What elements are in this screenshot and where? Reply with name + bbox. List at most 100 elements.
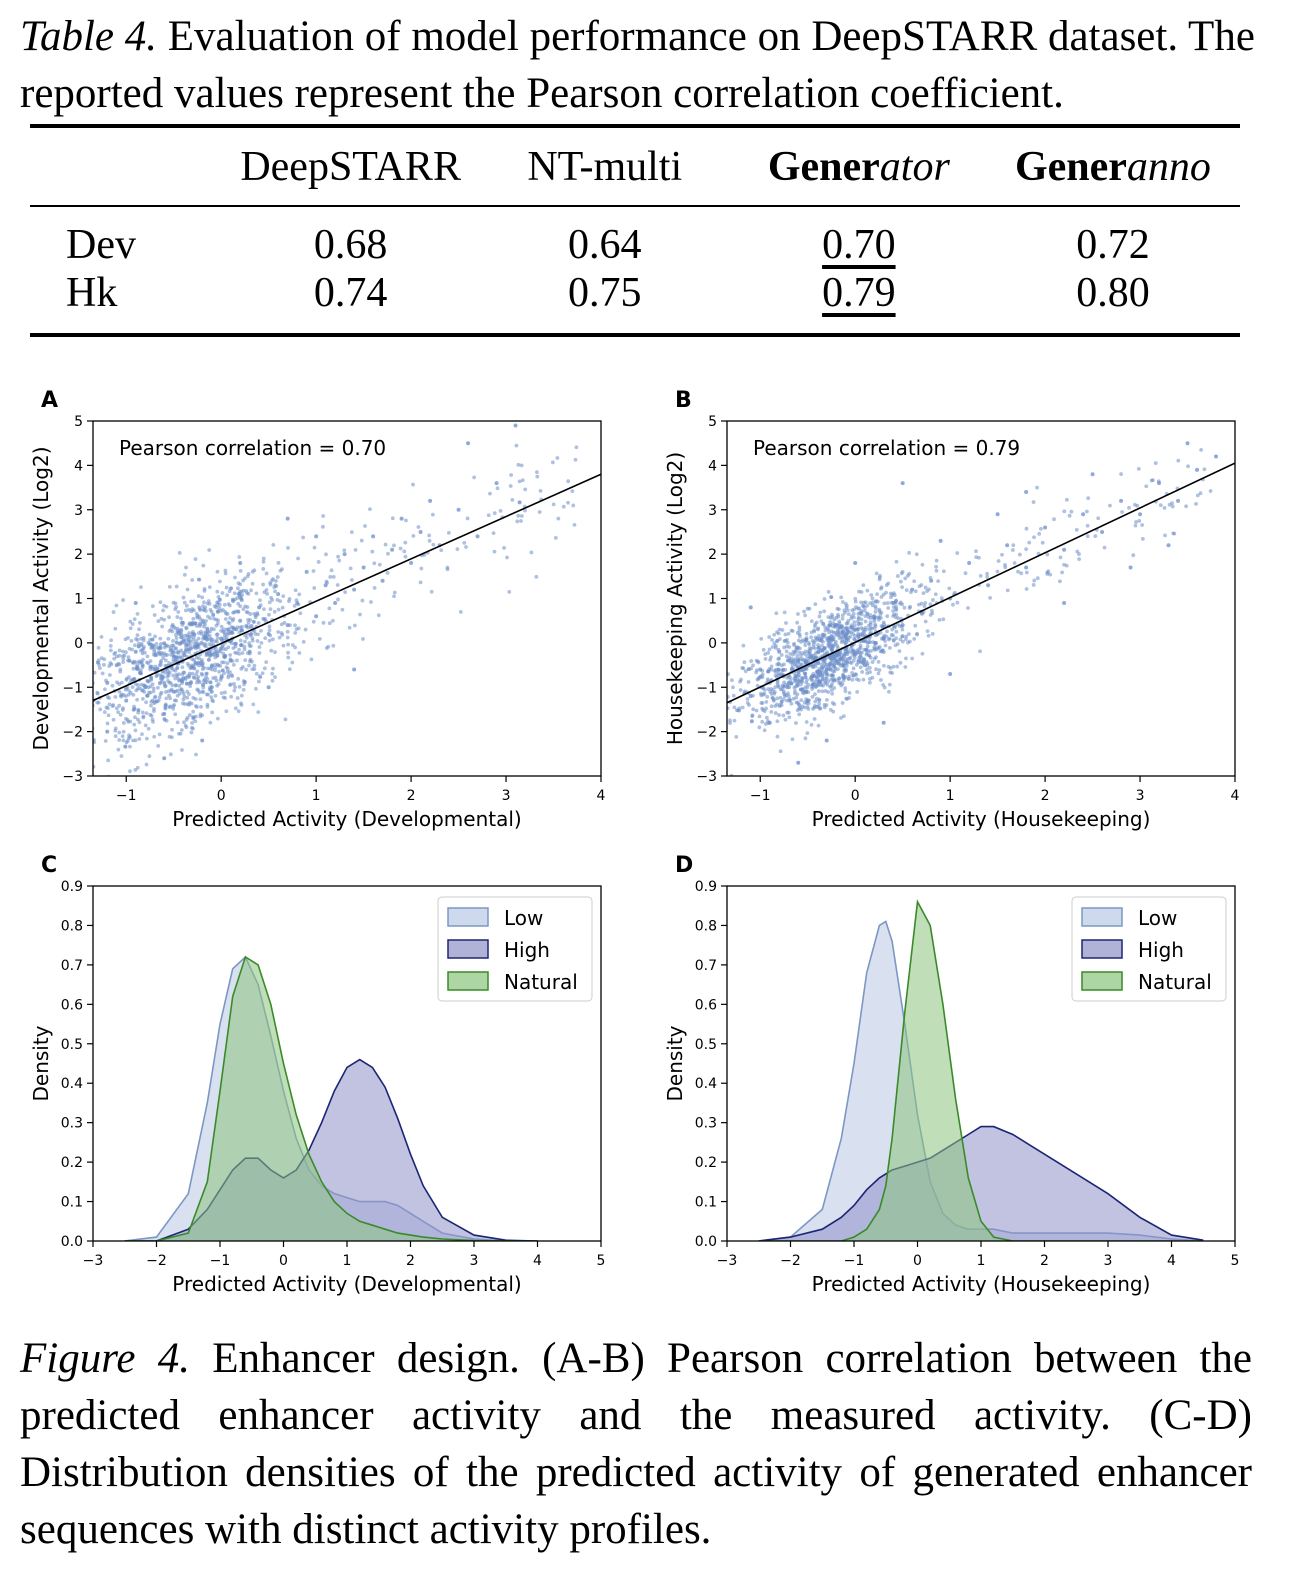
scatter-point-background xyxy=(132,617,137,622)
scatter-point-background xyxy=(204,674,208,679)
scatter-point-background xyxy=(832,656,836,661)
scatter-point-background xyxy=(472,475,477,480)
scatter-point-background xyxy=(188,684,193,688)
scatter-point-background xyxy=(202,587,207,591)
scatter-point-background xyxy=(215,589,220,594)
scatter-point-background xyxy=(820,677,825,682)
scatter-point-background xyxy=(260,671,265,676)
x-axis-label: Predicted Activity (Developmental) xyxy=(172,807,521,831)
scatter-point-background xyxy=(805,731,810,736)
scatter-point-background xyxy=(268,582,273,587)
scatter-point-background xyxy=(800,651,805,655)
scatter-point-background xyxy=(977,555,981,560)
scatter-point-background xyxy=(110,704,115,708)
scatter-point-background xyxy=(836,607,841,612)
scatter-point-background xyxy=(800,638,805,643)
scatter-point-background xyxy=(264,571,269,576)
scatter-point-background xyxy=(206,599,211,603)
scatter-point-background xyxy=(777,656,782,661)
scatter-point-background xyxy=(1003,565,1008,570)
scatter-point-background xyxy=(80,714,84,718)
scatter-point-background xyxy=(573,457,578,462)
scatter-point-background xyxy=(751,707,756,712)
scatter-point-background xyxy=(190,607,195,611)
scatter-point-background xyxy=(464,545,468,549)
scatter-point-background xyxy=(1102,545,1107,550)
legend-swatch-high xyxy=(447,939,489,959)
scatter-point-background xyxy=(717,712,721,716)
scatter-point-background xyxy=(848,634,853,639)
scatter-point-background xyxy=(390,516,395,521)
y-axis: 0.00.10.20.30.40.50.60.70.80.9 xyxy=(61,879,93,1250)
scatter-point-background xyxy=(953,590,957,595)
scatter-point-background xyxy=(763,652,768,657)
scatter-point-background xyxy=(184,625,188,630)
scatter-point-background xyxy=(248,624,253,629)
scatter-point-background xyxy=(514,443,519,448)
scatter-point-background xyxy=(201,633,206,638)
scatter-point-background xyxy=(84,645,88,649)
scatter-point-background xyxy=(121,598,126,602)
scatter-point-background xyxy=(1027,540,1032,545)
scatter-point-background xyxy=(843,626,848,631)
scatter-point-background xyxy=(198,697,203,702)
scatter-point-background xyxy=(852,620,857,625)
scatter-point-background xyxy=(884,583,889,588)
scatter-point-background xyxy=(1170,504,1175,509)
scatter-point-background xyxy=(1062,509,1067,514)
scatter-point-background xyxy=(190,671,195,676)
scatter-point-background xyxy=(846,638,851,643)
scatter-point-background xyxy=(392,594,396,599)
scatter-point-background xyxy=(267,638,272,643)
scatter-point-background xyxy=(727,695,730,699)
scatter-point-background xyxy=(202,624,206,629)
scatter-point-background xyxy=(257,674,262,679)
scatter-point-background xyxy=(857,589,861,594)
scatter-point-background xyxy=(855,690,860,694)
scatter-point-background xyxy=(1024,547,1029,552)
scatter-point-background xyxy=(877,668,882,672)
scatter-point xyxy=(881,720,886,725)
scatter-point-background xyxy=(205,626,210,631)
scatter-point-background xyxy=(804,690,809,694)
scatter-point-background xyxy=(868,666,872,670)
scatter-point-background xyxy=(231,662,236,667)
scatter-point-background xyxy=(213,693,218,698)
scatter-point xyxy=(200,738,205,743)
scatter-point-background xyxy=(1096,516,1101,521)
scatter-point-background xyxy=(370,549,375,554)
scatter-point-background xyxy=(843,686,848,691)
scatter-point-background xyxy=(180,672,185,677)
scatter-point-background xyxy=(168,704,173,709)
scatter-point-background xyxy=(174,650,179,655)
scatter-point-background xyxy=(232,591,237,596)
scatter-point-background xyxy=(865,612,870,616)
scatter-point-background xyxy=(566,479,571,484)
x-axis-label: Predicted Activity (Developmental) xyxy=(172,1272,521,1296)
scatter-point-background xyxy=(879,595,884,599)
scatter-point-background xyxy=(162,716,167,721)
density-area-low xyxy=(758,921,1204,1241)
scatter-point-background xyxy=(262,590,267,595)
scatter-point-background xyxy=(465,516,470,521)
scatter-point-background xyxy=(274,584,279,588)
scatter-point-background xyxy=(834,653,839,658)
scatter-point-background xyxy=(766,650,771,655)
density-area-high xyxy=(758,1126,1204,1241)
scatter-point-background xyxy=(817,701,822,706)
scatter-point-background xyxy=(290,660,295,665)
scatter-point-background xyxy=(140,651,145,656)
scatter-point-background xyxy=(796,702,801,707)
scatter-point-background xyxy=(792,641,796,646)
scatter-point-background xyxy=(858,643,863,648)
scatter-point-background xyxy=(170,727,174,732)
scatter-point-background xyxy=(427,538,432,543)
scatter-point-background xyxy=(179,728,184,732)
scatter-point xyxy=(513,423,518,428)
scatter-point xyxy=(1043,525,1048,530)
scatter-point-background xyxy=(158,641,163,646)
scatter-point-background xyxy=(187,671,192,676)
scatter-point-background xyxy=(571,503,576,508)
scatter-point xyxy=(171,654,176,659)
scatter-point xyxy=(162,756,167,761)
